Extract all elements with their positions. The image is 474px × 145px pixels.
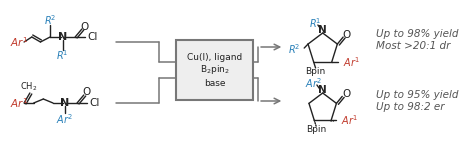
- Text: Ar$^1$: Ar$^1$: [9, 96, 27, 110]
- Text: B$_2$pin$_2$: B$_2$pin$_2$: [200, 64, 230, 77]
- Text: Ar$^1$: Ar$^1$: [9, 35, 27, 49]
- Text: ''': ''': [329, 119, 335, 125]
- Text: Ar$^2$: Ar$^2$: [305, 76, 321, 90]
- Text: R$^2$: R$^2$: [44, 13, 56, 27]
- Text: Ar$^1$: Ar$^1$: [343, 55, 360, 69]
- Text: O: O: [81, 22, 89, 32]
- Text: Cl: Cl: [90, 98, 100, 108]
- Text: Ar$^1$: Ar$^1$: [341, 113, 358, 127]
- Text: R$^1$: R$^1$: [309, 16, 321, 30]
- Text: Most >20:1 dr: Most >20:1 dr: [376, 41, 450, 51]
- Text: base: base: [204, 78, 226, 87]
- Text: CH$_2$: CH$_2$: [20, 81, 37, 93]
- Text: O: O: [342, 89, 350, 99]
- Bar: [176, 40, 253, 100]
- Text: Bpin: Bpin: [305, 67, 326, 76]
- Text: N: N: [60, 98, 69, 108]
- Text: N: N: [58, 32, 67, 42]
- Text: Up to 95% yield: Up to 95% yield: [376, 90, 458, 100]
- Text: O: O: [82, 87, 91, 97]
- Text: Ar$^2$: Ar$^2$: [56, 112, 73, 126]
- Text: Up to 98:2 er: Up to 98:2 er: [376, 102, 444, 112]
- Text: R$^1$: R$^1$: [56, 48, 69, 62]
- Text: Cl: Cl: [88, 32, 98, 42]
- Text: Up to 98% yield: Up to 98% yield: [376, 29, 458, 39]
- Text: N: N: [319, 85, 327, 95]
- Text: Bpin: Bpin: [306, 125, 326, 134]
- Text: O: O: [343, 30, 351, 40]
- Text: Cu(I), ligand: Cu(I), ligand: [187, 52, 242, 61]
- Text: R$^2$: R$^2$: [288, 42, 301, 56]
- Text: N: N: [319, 25, 327, 35]
